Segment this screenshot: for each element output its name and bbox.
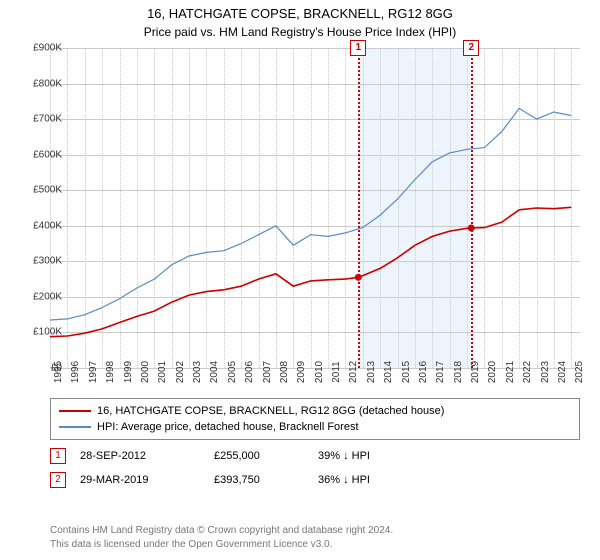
table-row: 1 28-SEP-2012 £255,000 39% ↓ HPI [50,444,580,468]
chart-svg [50,48,580,368]
page-subtitle: Price paid vs. HM Land Registry's House … [0,21,600,45]
chart-area: 12 [50,48,580,368]
txn-date: 29-MAR-2019 [80,474,200,486]
footer-attribution: Contains HM Land Registry data © Crown c… [50,524,393,552]
txn-pct: 39% ↓ HPI [318,450,378,462]
legend-swatch [59,426,91,428]
legend-label: HPI: Average price, detached house, Brac… [97,421,359,433]
txn-marker-icon: 2 [50,472,66,488]
txn-marker-icon: 1 [50,448,66,464]
legend-item: 16, HATCHGATE COPSE, BRACKNELL, RG12 8GG… [59,403,571,419]
legend: 16, HATCHGATE COPSE, BRACKNELL, RG12 8GG… [50,398,580,440]
transaction-table: 1 28-SEP-2012 £255,000 39% ↓ HPI 2 29-MA… [50,444,580,492]
txn-pct: 36% ↓ HPI [318,474,378,486]
txn-date: 28-SEP-2012 [80,450,200,462]
table-row: 2 29-MAR-2019 £393,750 36% ↓ HPI [50,468,580,492]
legend-label: 16, HATCHGATE COPSE, BRACKNELL, RG12 8GG… [97,405,444,417]
txn-price: £255,000 [214,450,304,462]
legend-swatch [59,410,91,412]
legend-item: HPI: Average price, detached house, Brac… [59,419,571,435]
txn-price: £393,750 [214,474,304,486]
page-title: 16, HATCHGATE COPSE, BRACKNELL, RG12 8GG [0,0,600,21]
